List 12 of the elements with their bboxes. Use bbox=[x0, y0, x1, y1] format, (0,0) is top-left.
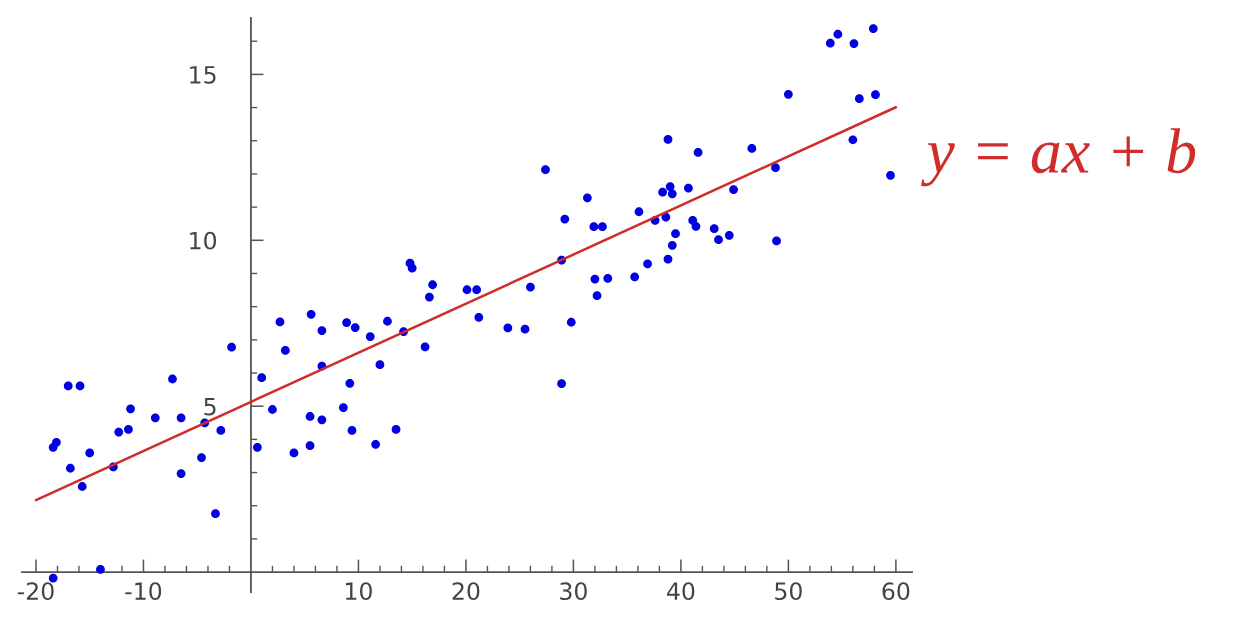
x-tick-label: 50 bbox=[775, 582, 802, 601]
x-tick-label: 40 bbox=[667, 582, 695, 601]
x-tick-label: -10 bbox=[125, 582, 162, 601]
y-tick-label: 5 bbox=[204, 397, 216, 416]
x-tick-label: 20 bbox=[452, 582, 480, 601]
x-tick-label: 10 bbox=[346, 582, 372, 601]
y-tick-label: 15 bbox=[190, 66, 216, 84]
y-tick-label: 10 bbox=[190, 231, 217, 250]
x-tick-label: 60 bbox=[882, 582, 910, 601]
x-tick-label: -20 bbox=[17, 582, 54, 601]
x-tick-label: 30 bbox=[560, 582, 587, 601]
series-label: y = ax + b bbox=[921, 128, 1196, 187]
